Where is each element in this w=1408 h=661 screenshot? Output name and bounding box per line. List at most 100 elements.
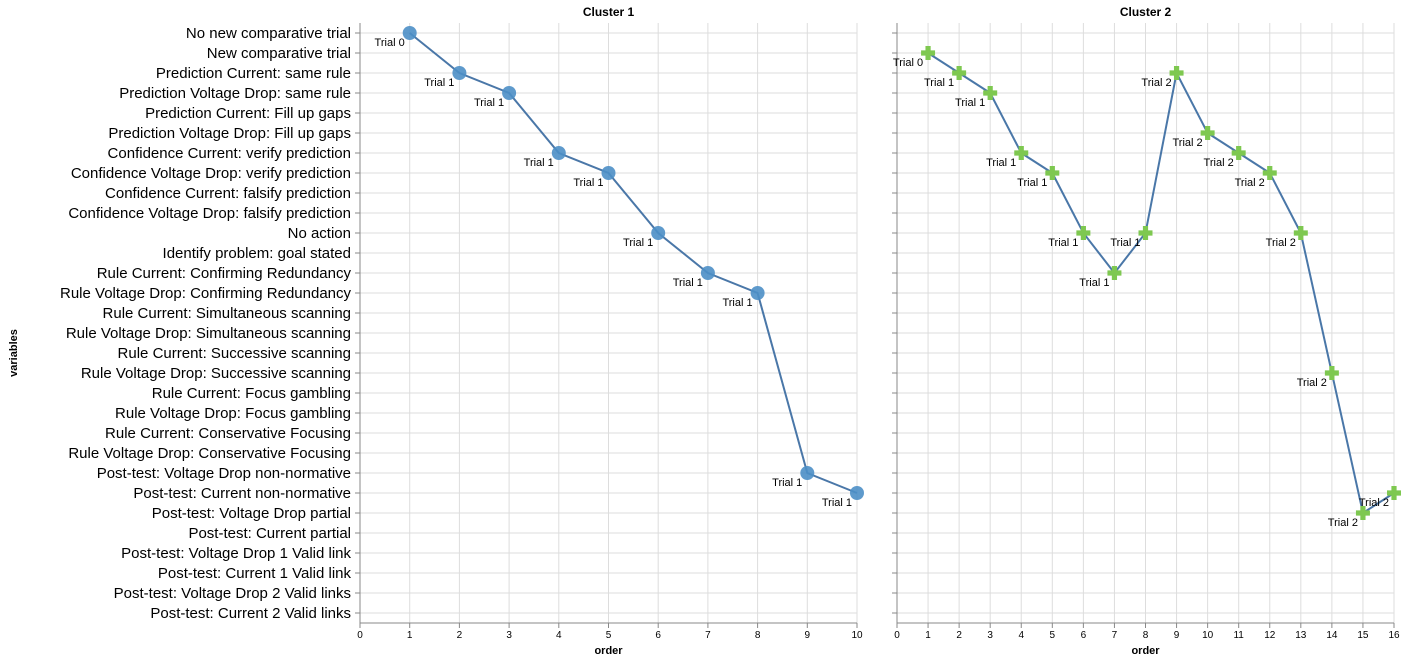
data-label: Trial 2 <box>1359 497 1389 509</box>
y-tick-label: Rule Voltage Drop: Confirming Redundancy <box>60 285 351 302</box>
y-tick-label: Rule Voltage Drop: Simultaneous scanning <box>66 325 351 342</box>
data-point[interactable] <box>601 166 616 180</box>
data-label: Trial 2 <box>1172 137 1202 149</box>
data-point[interactable] <box>452 66 467 80</box>
y-tick-label: Post-test: Current partial <box>188 525 351 542</box>
data-point[interactable] <box>1200 126 1215 140</box>
data-point[interactable] <box>1045 166 1060 180</box>
cluster-1-panel: Cluster 1 No new comparative trial New com… <box>60 5 864 657</box>
series-line <box>409 32 858 494</box>
data-point[interactable] <box>1169 66 1184 80</box>
data-label: Trial 1 <box>955 97 985 109</box>
y-tick-label: Confidence Voltage Drop: verify predicti… <box>71 165 351 182</box>
data-label: Trial 1 <box>573 177 603 189</box>
data-point[interactable] <box>1138 226 1153 240</box>
x-tick-label: 1 <box>925 630 931 641</box>
data-label: Trial 1 <box>424 77 454 89</box>
data-label: Trial 1 <box>474 97 504 109</box>
data-label: Trial 1 <box>1017 177 1047 189</box>
x-tick-label: 10 <box>851 630 863 641</box>
y-tick-label: Confidence Voltage Drop: falsify predict… <box>68 205 351 222</box>
data-label: Trial 2 <box>1328 517 1358 529</box>
panel-title: Cluster 2 <box>1120 5 1172 19</box>
data-point[interactable] <box>1231 146 1246 160</box>
x-tick-label: 2 <box>956 630 962 641</box>
data-label: Trial 1 <box>673 277 703 289</box>
data-point[interactable] <box>1324 366 1339 380</box>
x-tick-label: 3 <box>506 630 512 641</box>
x-tick-label: 6 <box>1081 630 1087 641</box>
y-tick-label: Post-test: Voltage Drop 2 Valid links <box>114 585 351 602</box>
data-label: Trial 1 <box>1110 237 1140 249</box>
data-point[interactable] <box>502 86 517 100</box>
y-tick-label: Rule Voltage Drop: Focus gambling <box>115 405 351 422</box>
x-tick-label: 5 <box>1050 630 1056 641</box>
x-tick-label: 16 <box>1388 630 1400 641</box>
data-point[interactable] <box>651 226 666 240</box>
data-point[interactable] <box>850 486 864 500</box>
data-label: Trial 1 <box>986 157 1016 169</box>
data-point[interactable] <box>551 146 566 160</box>
data-label: Trial 2 <box>1204 157 1234 169</box>
x-tick-label: 2 <box>457 630 463 641</box>
data-point[interactable] <box>952 66 967 80</box>
data-label: Trial 0 <box>375 37 405 49</box>
data-point[interactable] <box>983 86 998 100</box>
data-label: Trial 2 <box>1235 177 1265 189</box>
data-point[interactable] <box>402 26 417 40</box>
x-tick-label: 4 <box>556 630 562 641</box>
y-tick-label: Prediction Current: Fill up gaps <box>145 105 351 122</box>
y-tick-label: Confidence Current: verify prediction <box>108 145 351 162</box>
data-point[interactable] <box>1107 266 1122 280</box>
data-label: Trial 1 <box>1048 237 1078 249</box>
data-point[interactable] <box>921 46 936 60</box>
data-point[interactable] <box>700 266 715 280</box>
y-axis-title: variables <box>8 329 20 377</box>
y-tick-label: Rule Voltage Drop: Successive scanning <box>81 365 351 382</box>
y-tick-label: Rule Current: Simultaneous scanning <box>103 305 351 322</box>
x-tick-label: 12 <box>1264 630 1276 641</box>
y-tick-label: Rule Current: Successive scanning <box>118 345 351 362</box>
data-label: Trial 1 <box>924 77 954 89</box>
y-tick-label: New comparative trial <box>207 45 351 62</box>
x-tick-label: 13 <box>1295 630 1307 641</box>
data-label: Trial 1 <box>772 477 802 489</box>
data-point[interactable] <box>1076 226 1091 240</box>
data-label: Trial 1 <box>1079 277 1109 289</box>
data-point[interactable] <box>800 466 815 480</box>
x-axis-title: order <box>1131 645 1160 657</box>
y-tick-label: Prediction Current: same rule <box>156 65 351 82</box>
y-tick-label: Post-test: Current non-normative <box>133 485 351 502</box>
data-point[interactable] <box>1355 506 1370 520</box>
y-tick-label: Post-test: Voltage Drop partial <box>152 505 351 522</box>
x-tick-label: 8 <box>755 630 761 641</box>
x-tick-label: 7 <box>705 630 711 641</box>
x-tick-label: 11 <box>1233 630 1244 641</box>
data-label: Trial 2 <box>1141 77 1171 89</box>
y-tick-label: No new comparative trial <box>186 25 351 42</box>
x-tick-label: 4 <box>1018 630 1024 641</box>
data-point[interactable] <box>1293 226 1308 240</box>
x-tick-label: 14 <box>1326 630 1338 641</box>
y-tick-label: Identify problem: goal stated <box>163 245 351 262</box>
data-point[interactable] <box>1262 166 1277 180</box>
x-tick-label: 5 <box>606 630 612 641</box>
x-tick-label: 10 <box>1202 630 1214 641</box>
data-point[interactable] <box>750 286 765 300</box>
x-tick-label: 0 <box>894 630 900 641</box>
y-tick-label: Rule Current: Confirming Redundancy <box>97 265 352 282</box>
x-axis-title: order <box>594 645 623 657</box>
y-tick-label: No action <box>288 225 351 242</box>
data-label: Trial 0 <box>893 57 923 69</box>
x-tick-label: 1 <box>407 630 413 641</box>
data-label: Trial 1 <box>623 237 653 249</box>
data-point[interactable] <box>1014 146 1029 160</box>
data-point[interactable] <box>1387 486 1401 500</box>
y-tick-label: Rule Current: Conservative Focusing <box>105 425 351 442</box>
x-tick-label: 6 <box>655 630 661 641</box>
y-tick-label: Post-test: Voltage Drop non-normative <box>97 465 351 482</box>
data-label: Trial 1 <box>722 297 752 309</box>
y-tick-label: Prediction Voltage Drop: same rule <box>119 85 351 102</box>
y-tick-label: Rule Current: Focus gambling <box>152 385 351 402</box>
